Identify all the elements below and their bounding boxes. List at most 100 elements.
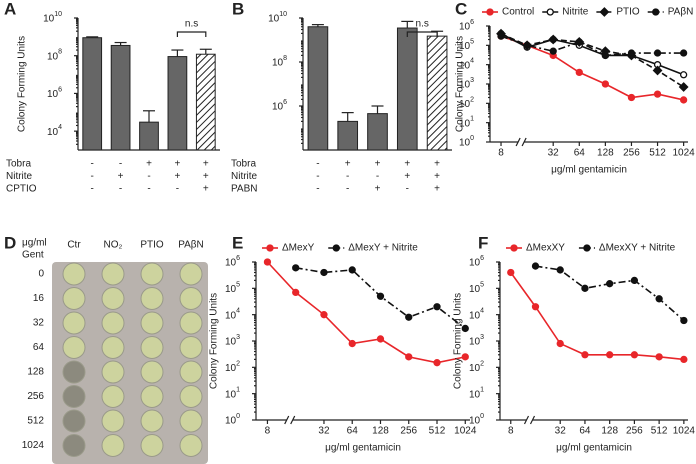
marker [376, 335, 385, 343]
series-line [535, 265, 685, 322]
tick-exponent: 6 [58, 86, 62, 93]
y-tick-label: 105 [225, 281, 240, 295]
panel-label: E [232, 233, 243, 252]
marker [461, 353, 469, 361]
well [140, 434, 164, 457]
y-tick-label: 108 [47, 49, 62, 63]
treatment-sign: + [203, 159, 209, 170]
well [62, 360, 86, 384]
x-tick-label: 256 [626, 426, 643, 437]
marker [320, 311, 328, 319]
y-tick-label: 102 [225, 360, 240, 374]
marker [655, 353, 663, 361]
row-header: Gent [22, 250, 44, 261]
series-line [266, 261, 466, 364]
tick-exponent: 0 [236, 413, 240, 420]
marker [263, 258, 272, 266]
treatment-sign: - [147, 184, 150, 195]
series-line [500, 32, 685, 88]
treatment-sign: - [176, 184, 179, 195]
bar [110, 44, 131, 151]
treatment-sign: - [147, 171, 150, 182]
well [101, 360, 125, 384]
panel-label: D [4, 233, 16, 252]
well [101, 262, 125, 286]
marker [606, 351, 614, 359]
well [62, 311, 86, 335]
well [140, 336, 164, 359]
panel-label: F [478, 233, 488, 252]
axis-break [518, 138, 525, 146]
row-label: 0 [38, 269, 44, 280]
treatment-sign: - [346, 171, 349, 182]
legend-marker [652, 8, 660, 16]
x-tick-label: 128 [372, 426, 389, 437]
treatment-sign: - [376, 171, 379, 182]
well [140, 311, 164, 335]
legend-label: ΔMexY + Nitrite [348, 243, 418, 254]
x-tick-label: 32 [548, 148, 560, 159]
y-tick-label: 102 [469, 360, 484, 374]
legend-marker [510, 244, 518, 252]
legend-marker [486, 8, 494, 16]
tick-exponent: 3 [470, 77, 474, 84]
axis-break-mark [284, 415, 290, 425]
y-tick-label: 100 [459, 135, 474, 149]
x-tick-label: 512 [651, 426, 668, 437]
marker [497, 32, 505, 40]
marker [348, 339, 356, 348]
marker [320, 268, 328, 277]
well [179, 262, 203, 286]
well [179, 360, 203, 384]
legend-label: PAβN [668, 7, 694, 18]
bar [426, 35, 448, 151]
treatment-sign: + [375, 184, 381, 195]
tick-exponent: 1 [470, 116, 474, 123]
marker [507, 268, 515, 277]
marker [575, 38, 583, 46]
x-tick-label: 256 [623, 148, 640, 159]
well [101, 311, 125, 335]
axis-break-mark [529, 415, 536, 425]
treatment-sign: + [203, 171, 209, 182]
legend-marker [266, 244, 274, 252]
well [179, 409, 203, 433]
treatment-name: Nitrite [231, 171, 258, 182]
annotation: n.s [185, 19, 198, 30]
y-tick-label: 104 [225, 308, 240, 322]
x-tick-label: 512 [429, 426, 446, 437]
bar [337, 120, 359, 151]
well [179, 385, 203, 408]
x-tick-label: 8 [508, 426, 514, 437]
treatment-sign: + [434, 159, 440, 170]
column-label: NO₂ [104, 240, 123, 251]
row-label: 16 [33, 293, 45, 304]
y-axis-label: Colony Forming Units [17, 36, 28, 132]
y-tick-label: 100 [469, 413, 484, 427]
x-axis-label: μg/ml gentamicin [325, 443, 401, 454]
marker [630, 351, 639, 359]
y-tick-label: 104 [469, 308, 484, 322]
y-tick-label: 101 [469, 387, 484, 401]
marker [575, 68, 583, 77]
treatment-sign: + [404, 171, 410, 182]
row-header: μg/ml [22, 238, 47, 249]
tick-exponent: 4 [236, 308, 240, 315]
well [179, 287, 203, 310]
treatment-sign: + [375, 159, 381, 170]
y-tick-label: 101 [225, 387, 240, 401]
tick-exponent: 4 [480, 308, 484, 315]
legend-label: Nitrite [562, 7, 589, 18]
marker [376, 292, 385, 300]
marker [531, 262, 540, 270]
treatment-sign: + [434, 184, 440, 195]
well [101, 385, 125, 408]
column-label: PAβN [178, 240, 204, 251]
y-tick-label: 106 [47, 86, 62, 100]
y-tick-label: 106 [272, 99, 287, 113]
marker [556, 339, 564, 348]
treatment-name: CPTIO [6, 184, 37, 195]
tick-exponent: 6 [470, 19, 474, 26]
bracket [176, 31, 207, 37]
